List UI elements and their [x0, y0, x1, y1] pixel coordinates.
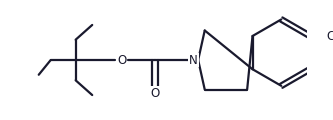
Text: O: O — [117, 54, 126, 66]
Text: N: N — [189, 54, 198, 66]
Text: O: O — [150, 87, 160, 100]
Text: Cl: Cl — [326, 30, 333, 42]
